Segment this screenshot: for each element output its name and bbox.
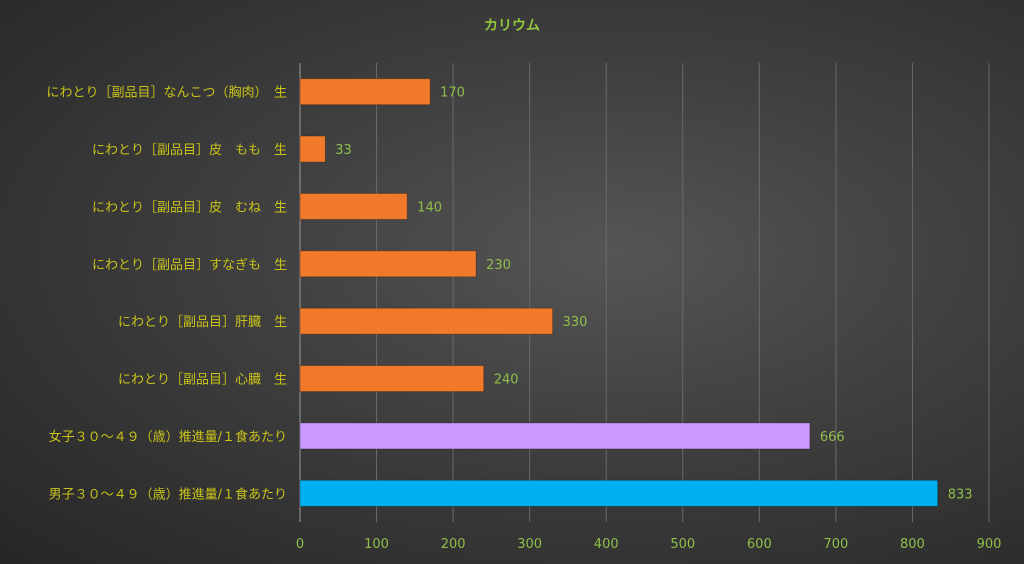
- x-tick-label: 500: [670, 537, 695, 552]
- bar: [299, 479, 939, 507]
- x-tick-label: 900: [977, 537, 1002, 552]
- data-label: 666: [820, 430, 845, 445]
- x-tick-label: 200: [441, 537, 466, 552]
- data-label: 240: [494, 373, 519, 388]
- category-label: にわとり［副品目］皮 もも 生: [92, 143, 287, 158]
- data-label: 140: [417, 200, 442, 215]
- bar: [299, 78, 431, 106]
- x-tick-label: 400: [594, 537, 619, 552]
- bar: [299, 365, 485, 393]
- data-label: 330: [563, 315, 588, 330]
- x-tick-label: 0: [296, 537, 304, 552]
- x-tick-label: 800: [900, 537, 925, 552]
- data-label: 833: [948, 487, 973, 502]
- bar: [299, 135, 326, 163]
- bar: [299, 307, 554, 335]
- category-label: にわとり［副品目］肝臓 生: [118, 315, 287, 330]
- category-label: 女子３０～４９（歳）推進量/１食あたり: [49, 429, 287, 445]
- data-label: 170: [440, 86, 465, 101]
- x-tick-label: 700: [823, 537, 848, 552]
- data-label: 230: [486, 258, 511, 273]
- x-tick-label: 600: [747, 537, 772, 552]
- category-label: 男子３０～４９（歳）推進量/１食あたり: [49, 486, 287, 502]
- category-label: にわとり［副品目］心臓 生: [118, 373, 287, 388]
- data-label: 33: [335, 143, 352, 158]
- category-label: にわとり［副品目］皮 むね 生: [92, 200, 287, 215]
- bar: [299, 422, 811, 450]
- x-tick-label: 300: [517, 537, 542, 552]
- bar: [299, 192, 408, 220]
- chart-title: カリウム: [484, 18, 540, 34]
- category-label: にわとり［副品目］なんこつ（胸肉） 生: [46, 86, 287, 101]
- category-label: にわとり［副品目］すなぎも 生: [92, 258, 287, 273]
- bar: [299, 250, 477, 278]
- x-tick-label: 100: [364, 537, 389, 552]
